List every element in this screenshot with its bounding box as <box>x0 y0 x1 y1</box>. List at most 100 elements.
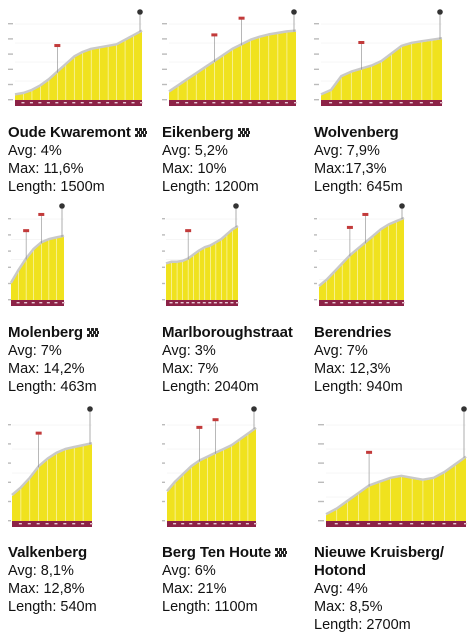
x-tick-mark <box>72 102 76 104</box>
y-tick-mark <box>8 500 11 503</box>
profile-area <box>15 31 142 101</box>
x-tick-mark <box>46 102 50 104</box>
climb-avg: Avg: 3% <box>162 343 216 359</box>
climb-length: Length: 463m <box>8 379 97 395</box>
climb-title: Berg Ten Houte <box>162 544 288 562</box>
x-tick-mark <box>254 523 257 525</box>
distance-axis <box>166 300 238 306</box>
climb-max: Max: 21% <box>162 581 227 597</box>
y-tick-mark <box>318 462 324 464</box>
profile-edge <box>9 234 65 284</box>
x-tick-mark <box>442 523 446 525</box>
x-tick-mark <box>38 102 42 104</box>
elevation-profile <box>162 203 239 306</box>
climb-max: Max:17,3% <box>314 161 387 177</box>
x-tick-mark <box>230 302 234 304</box>
x-tick-mark <box>16 302 20 304</box>
x-tick-mark <box>245 523 249 525</box>
profile-area <box>319 219 404 300</box>
profile-area <box>166 227 238 300</box>
x-tick-mark <box>169 302 173 304</box>
climb-name: Wolvenberg <box>314 124 399 141</box>
climb-avg: Avg: 7,9% <box>314 143 380 159</box>
x-tick-mark <box>224 302 228 304</box>
x-tick-mark <box>175 302 179 304</box>
y-tick-mark <box>318 500 324 503</box>
profile-edge <box>318 216 405 287</box>
x-tick-mark <box>55 102 59 104</box>
y-tick-mark <box>162 53 167 55</box>
x-tick-mark <box>213 302 217 304</box>
y-tick-mark <box>314 299 317 301</box>
x-tick-mark <box>284 102 288 104</box>
y-tick-mark <box>8 99 13 101</box>
y-tick-mark <box>8 23 13 25</box>
x-tick-mark <box>205 523 209 525</box>
x-tick-mark <box>367 523 371 525</box>
x-tick-mark <box>194 102 198 104</box>
finish-icon <box>137 9 143 15</box>
x-tick-mark <box>31 302 35 304</box>
elevation-profile <box>314 9 443 106</box>
finish-icon <box>251 406 257 412</box>
marker-flag <box>211 33 218 37</box>
y-tick-mark <box>162 299 165 301</box>
cobblestone-icon <box>86 328 99 337</box>
y-tick-mark <box>314 250 317 252</box>
y-tick-mark <box>8 250 11 252</box>
y-tick-mark <box>318 520 324 522</box>
x-tick-mark <box>431 523 435 525</box>
distance-axis <box>326 521 466 527</box>
x-tick-mark <box>332 302 336 304</box>
x-tick-mark <box>185 102 189 104</box>
x-tick-mark <box>419 102 423 104</box>
x-tick-mark <box>388 523 392 525</box>
x-tick-mark <box>386 302 390 304</box>
profile-edge <box>166 426 257 493</box>
x-tick-mark <box>363 302 367 304</box>
y-tick-mark <box>318 443 324 445</box>
x-tick-mark <box>97 102 101 104</box>
distance-axis <box>15 100 142 106</box>
x-tick-mark <box>39 302 43 304</box>
profile-area <box>326 457 466 521</box>
x-tick-mark <box>237 523 241 525</box>
y-tick-mark <box>8 38 13 40</box>
climb-length: Length: 540m <box>8 599 97 615</box>
y-tick-mark <box>8 68 13 70</box>
x-tick-mark <box>81 523 85 525</box>
climb-title: Molenberg <box>8 324 99 342</box>
elevation-profile <box>162 406 257 527</box>
x-tick-mark <box>140 102 143 104</box>
distance-axis <box>319 300 404 306</box>
y-tick-mark <box>162 250 165 252</box>
x-tick-mark <box>180 302 184 304</box>
distance-axis <box>11 300 64 306</box>
y-tick-mark <box>8 424 11 426</box>
x-tick-mark <box>359 102 363 104</box>
x-tick-mark <box>173 523 177 525</box>
marker-flag <box>38 212 45 216</box>
x-tick-mark <box>429 102 433 104</box>
climb-avg: Avg: 7% <box>314 343 368 359</box>
x-tick-mark <box>106 102 110 104</box>
finish-icon <box>233 203 239 209</box>
x-tick-mark <box>355 302 359 304</box>
climb-max: Max: 10% <box>162 161 227 177</box>
x-tick-mark <box>379 102 383 104</box>
marker-flag <box>362 212 369 216</box>
climb-max: Max: 12,3% <box>314 361 391 377</box>
y-tick-mark <box>314 99 319 101</box>
x-tick-mark <box>189 523 193 525</box>
x-tick-mark <box>329 102 333 104</box>
y-tick-mark <box>8 266 11 268</box>
y-tick-mark <box>162 234 165 236</box>
x-tick-mark <box>90 523 93 525</box>
climb-title: Nieuwe Kruisberg/ <box>314 544 444 562</box>
climb-max: Max: 12,8% <box>8 581 85 597</box>
x-tick-mark <box>294 102 297 104</box>
x-tick-mark <box>63 523 67 525</box>
y-tick-mark <box>162 481 165 483</box>
x-tick-mark <box>345 523 349 525</box>
marker-flag <box>196 425 203 429</box>
